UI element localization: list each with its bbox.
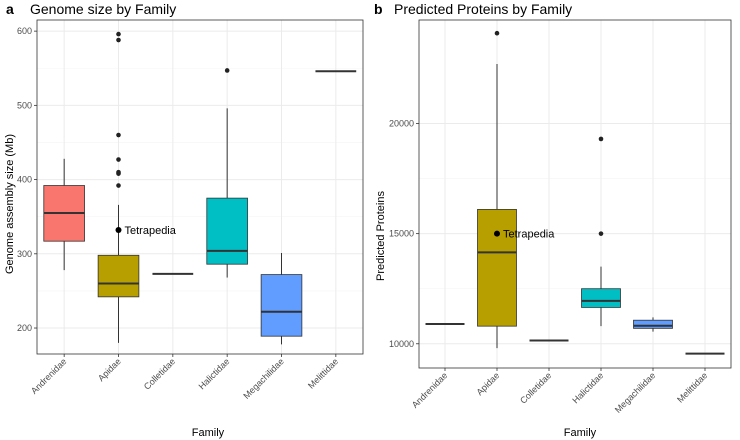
panel-a-box-rect [206,197,248,265]
panel-b-outlier-point [598,231,604,236]
panel-a-plot: Tetrapedia 200 300 400 500 600 Andrenidae Apida… [17,19,364,401]
panel-b-box-rect [477,209,517,327]
panel-b-box-halictidae [581,136,621,327]
panel-b-ytick-label: 15000 [389,229,414,239]
panel-a-box-halictidae [206,68,248,278]
panel-b-outlier-point [494,30,500,36]
panel-b-plot: Tetrapedia 10000 15000 20000 Andrenidae Apida… [389,19,732,415]
panel-b-xtick-label: Apidae [475,370,502,397]
panel-a-xtick-label: Apidae [96,356,123,383]
panel-a-box-andrenidae [43,158,85,271]
panel-b-letter: b [374,1,383,17]
panel-a-ytick-label: 600 [17,26,32,36]
panel-b-box-apidae [477,30,517,349]
panel-b-box-rect [581,288,621,308]
panel-a-box-rect [260,274,303,337]
panel-a-outlier-point [116,31,121,37]
panel-b-xtick-label: Halictidae [570,370,605,405]
panel-a-xtick-label: Megachilidae [241,356,286,401]
panel-a-outlier-point [116,157,121,162]
panel-a-outlier-point [116,169,121,175]
panel-a-outlier-point [116,132,121,138]
panel-b-xlabel: Family [564,427,597,439]
panel-a-ytick-label: 300 [17,249,32,259]
panel-b-panel-border [418,19,732,369]
panel-b-xtick-label: Andrenidae [410,370,450,410]
panel-a-xtick-label: Melittidae [306,356,340,390]
panel-a-outlier-point [116,37,121,43]
panel-a-ylabel: Genome assembly size (Mb) [4,134,16,274]
panel-b-outlier-point [598,136,604,142]
panel-b-xtick-label: Megachilidae [613,370,658,415]
panel-a-ytick-label: 500 [17,100,32,110]
panel-a-panel-border [36,19,364,355]
panel-a-outlier-point [224,68,230,73]
panel-a-ytick-label: 200 [17,323,32,333]
panel-a-ytick-label: 400 [17,175,32,185]
panel-b-box-rect [633,319,673,329]
panel-b-ytick-label: 20000 [389,119,414,129]
panel-a-xtick-label: Andrenidae [29,356,69,396]
panel-a-xtick-label: Colletidae [142,356,177,391]
panel-b-annotation-point [494,230,500,237]
panel-b-box-megachilidae [633,317,673,332]
panel-a-xtick-label: Halictidae [197,356,232,391]
panel-b-xtick-label: Colletidae [518,370,553,405]
panel-a-box-rect [97,254,140,298]
panel-a-outlier-point [116,183,121,188]
panel-b-ytick-label: 10000 [389,339,414,349]
panel-b-ylabel: Predicted Proteins [375,191,387,281]
panel-a-annotation-label: Tetrapedia [125,225,177,237]
panel-a-box-megachilidae [260,253,303,345]
panel-b-title: Predicted Proteins by Family [394,1,572,17]
panel-a-title: Genome size by Family [30,1,176,17]
panel-a-xlabel: Family [192,427,225,439]
panel-b-xtick-label: Melittidae [675,370,709,404]
panel-b-annotation-label: Tetrapedia [503,229,555,241]
panel-a-letter: a [6,1,14,17]
panel-a-annotation-point [115,227,122,234]
